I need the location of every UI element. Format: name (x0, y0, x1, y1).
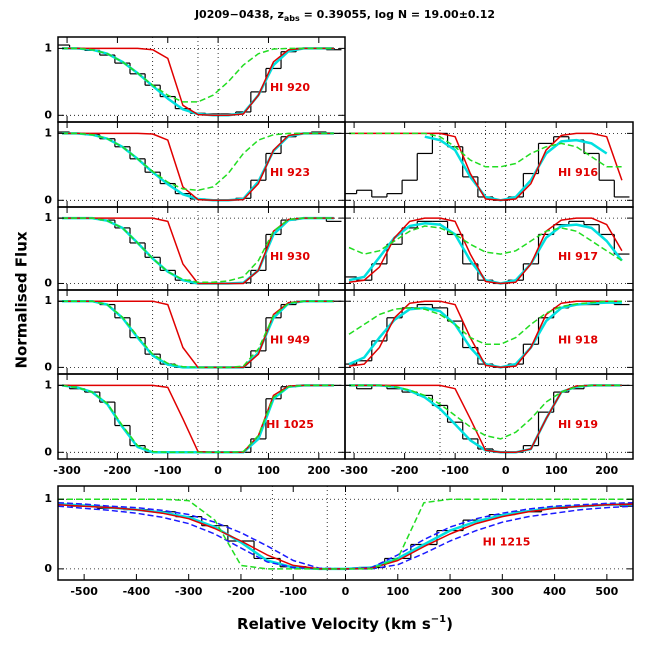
x-tick-label: 100 (386, 585, 409, 598)
plot-area (58, 122, 345, 207)
x-tick-label: 0 (342, 585, 350, 598)
transition-label: HI 949 (270, 333, 310, 346)
panel: HI 918 (344, 289, 634, 375)
plot-area (58, 207, 345, 290)
transition-label: HI 919 (558, 418, 598, 431)
x-tick-label: 200 (307, 464, 330, 477)
y-tick-label: 0 (44, 360, 52, 373)
y-tick-label: 0 (44, 108, 52, 121)
y-tick-label: 0 (44, 445, 52, 458)
figure-title: J0209−0438, zabs = 0.39055, log N = 19.0… (194, 8, 495, 23)
model-curve (62, 300, 334, 369)
plot-area (345, 290, 633, 374)
model-curve (62, 132, 334, 202)
model-curve (61, 384, 334, 454)
x-axis-label: Relative Velocity (km s−1) (237, 614, 453, 633)
y-tick-label: 0 (44, 562, 52, 575)
x-tick-label: -200 (227, 585, 255, 598)
transition-label: HI 920 (270, 81, 310, 94)
model-curve (58, 505, 633, 570)
model-curve (349, 132, 622, 168)
panel-frame (344, 373, 634, 460)
y-tick-label: 1 (44, 294, 52, 307)
x-tick-label: -100 (154, 464, 182, 477)
y-tick-label: 1 (44, 378, 52, 391)
title-part: J0209−0438, z (194, 8, 284, 21)
panel-frame (57, 485, 634, 581)
transition-label: HI 930 (270, 250, 310, 263)
transition-label: HI 1025 (266, 418, 314, 431)
panel: HI 916 (344, 121, 634, 208)
x-tick-label: 0 (214, 464, 222, 477)
x-tick-label: -100 (441, 464, 469, 477)
x-tick-label: 500 (595, 585, 618, 598)
x-tick-label: -300 (175, 585, 203, 598)
model-curve (62, 217, 334, 285)
y-tick-label: 1 (44, 126, 52, 139)
x-tick-label: -400 (123, 585, 151, 598)
y-tick-label: 1 (44, 492, 52, 505)
model-curve (62, 47, 334, 103)
model-curve (348, 300, 622, 369)
model-curve (349, 384, 622, 454)
plot-area (58, 486, 633, 580)
title-subscript: abs (284, 14, 300, 23)
y-tick-label: 1 (44, 211, 52, 224)
plot-area (345, 207, 633, 290)
x-label-part: ) (446, 615, 453, 633)
x-label-part: Relative Velocity (km s (237, 615, 431, 633)
model-curve (348, 225, 623, 262)
panel: 0 1 -500 -400 -300 -200 -100 0 100 200 300 400 500 HI… (44, 485, 634, 598)
x-tick-label: -200 (104, 464, 132, 477)
panel: -300 -200 -100 0 100 200 HI 919 (340, 373, 634, 477)
transition-label: HI 1215 (483, 535, 531, 548)
x-tick-label: 300 (491, 585, 514, 598)
x-tick-label: 0 (502, 464, 510, 477)
transition-label: HI 917 (558, 250, 598, 263)
x-tick-label: 200 (595, 464, 618, 477)
x-tick-label: -200 (391, 464, 419, 477)
y-tick-label: 0 (44, 193, 52, 206)
x-tick-label: 400 (543, 585, 566, 598)
y-tick-label: 0 (44, 276, 52, 289)
plot-area (58, 37, 345, 122)
x-tick-label: 100 (545, 464, 568, 477)
panel: HI 917 (344, 206, 634, 291)
plot-area (58, 290, 345, 374)
panel: 0 1 HI 920 (44, 36, 346, 123)
panel: 0 1 -300 -200 -100 0 100 200 HI 1025 (44, 373, 346, 477)
transition-label: HI 916 (558, 166, 598, 179)
model-curve (62, 132, 334, 192)
plot-area (345, 122, 633, 207)
panel: 0 1 HI 930 (44, 206, 346, 291)
model-curve (62, 217, 334, 283)
model-curve (349, 384, 622, 440)
transition-label: HI 923 (270, 166, 310, 179)
y-axis-label: Normalised Flux (13, 231, 31, 368)
x-tick-label: -300 (340, 464, 368, 477)
x-tick-label: -100 (279, 585, 307, 598)
transition-label: HI 918 (558, 333, 598, 346)
x-tick-label: -300 (53, 464, 81, 477)
title-part: = 0.39055, log N = 19.00±0.12 (300, 8, 495, 21)
model-curve (58, 498, 633, 570)
x-tick-label: 200 (439, 585, 462, 598)
x-label-superscript: −1 (431, 614, 446, 625)
panel-frame (344, 121, 634, 208)
y-tick-label: 1 (44, 41, 52, 54)
model-curve (348, 217, 623, 285)
model-curve (348, 300, 622, 345)
model-curve (62, 300, 334, 369)
panel: 0 1 HI 949 (44, 289, 346, 375)
x-tick-label: -500 (70, 585, 98, 598)
plot-area (58, 374, 345, 459)
x-tick-label: 100 (257, 464, 280, 477)
model-curve (424, 135, 608, 202)
panel: 0 1 HI 923 (44, 121, 346, 208)
plot-area (345, 374, 633, 459)
model-curve (62, 47, 334, 117)
